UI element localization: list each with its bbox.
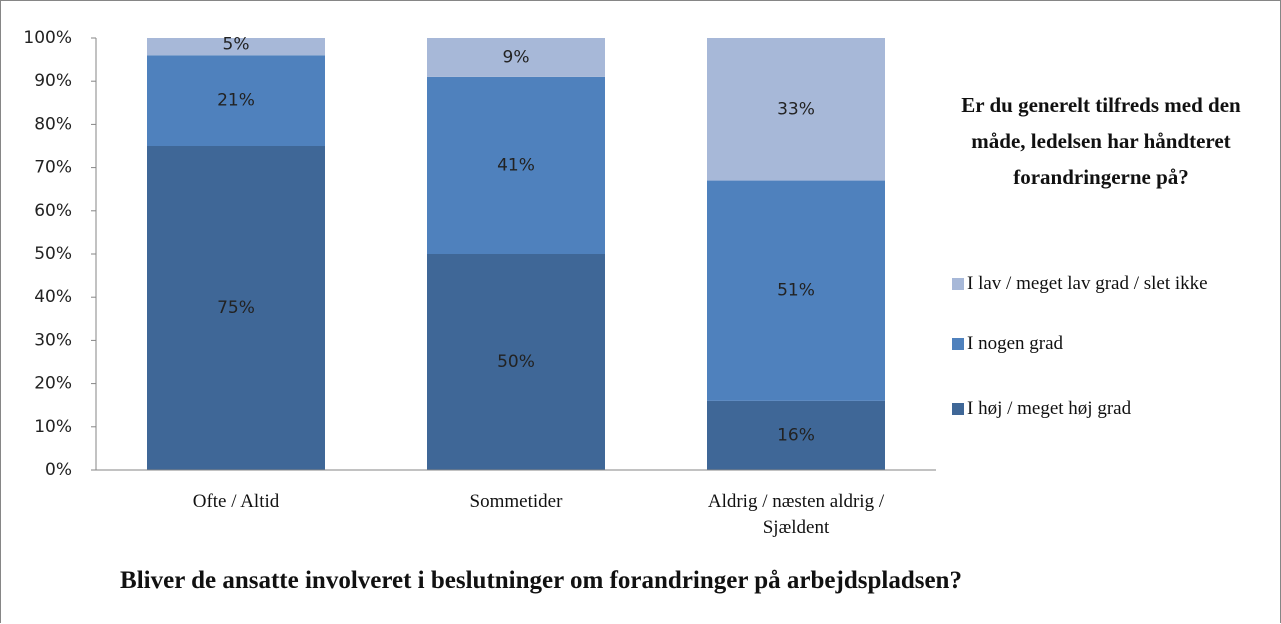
data-label: 5%: [223, 34, 250, 54]
data-label: 51%: [777, 281, 815, 301]
y-tick-label: 40%: [34, 287, 72, 307]
data-label: 33%: [777, 99, 815, 119]
x-axis-title: Bliver de ansatte involveret i beslutnin…: [120, 567, 962, 594]
legend-label: I høj / meget høj grad: [967, 398, 1132, 419]
bar-segment: [427, 38, 605, 77]
y-tick-label: 80%: [34, 114, 72, 134]
y-tick-label: 0%: [45, 460, 72, 480]
data-label: 50%: [497, 352, 535, 372]
bar-segment: [707, 400, 885, 470]
bar-segment: [427, 254, 605, 470]
data-label: 75%: [217, 298, 255, 318]
bar-segment: [147, 38, 325, 56]
x-tick-label: Aldrig / næsten aldrig / Sjældent: [707, 491, 885, 538]
y-tick-label: 20%: [34, 374, 72, 394]
y-tick-label: 100%: [23, 28, 72, 48]
bars: [147, 38, 885, 470]
y-tick-label: 30%: [34, 330, 72, 350]
y-tick-label: 10%: [34, 417, 72, 437]
legend-label: I lav / meget lav grad / slet ikke: [967, 273, 1208, 294]
bar-segment: [427, 76, 605, 254]
y-tick-label: 90%: [34, 71, 72, 91]
bar-segment: [707, 38, 885, 181]
legend-label: I nogen grad: [967, 333, 1064, 354]
y-tick-label: 50%: [34, 244, 72, 264]
x-tick-label: Sommetider: [469, 491, 563, 512]
data-label: 41%: [497, 155, 535, 175]
legend-swatch: [952, 278, 964, 290]
legend-swatch: [952, 338, 964, 350]
bar-segment: [147, 55, 325, 146]
bar-segment: [707, 180, 885, 401]
y-tick-label: 60%: [34, 201, 72, 221]
x-tick-label: Ofte / Altid: [192, 491, 280, 512]
bar-segment: [147, 146, 325, 470]
legend-title: Er du generelt tilfreds med den måde, le…: [961, 93, 1241, 189]
data-label: 9%: [503, 47, 530, 67]
data-label: 16%: [777, 425, 815, 445]
data-label: 21%: [217, 91, 255, 111]
y-tick-label: 70%: [34, 158, 72, 178]
legend-swatch: [952, 403, 964, 415]
